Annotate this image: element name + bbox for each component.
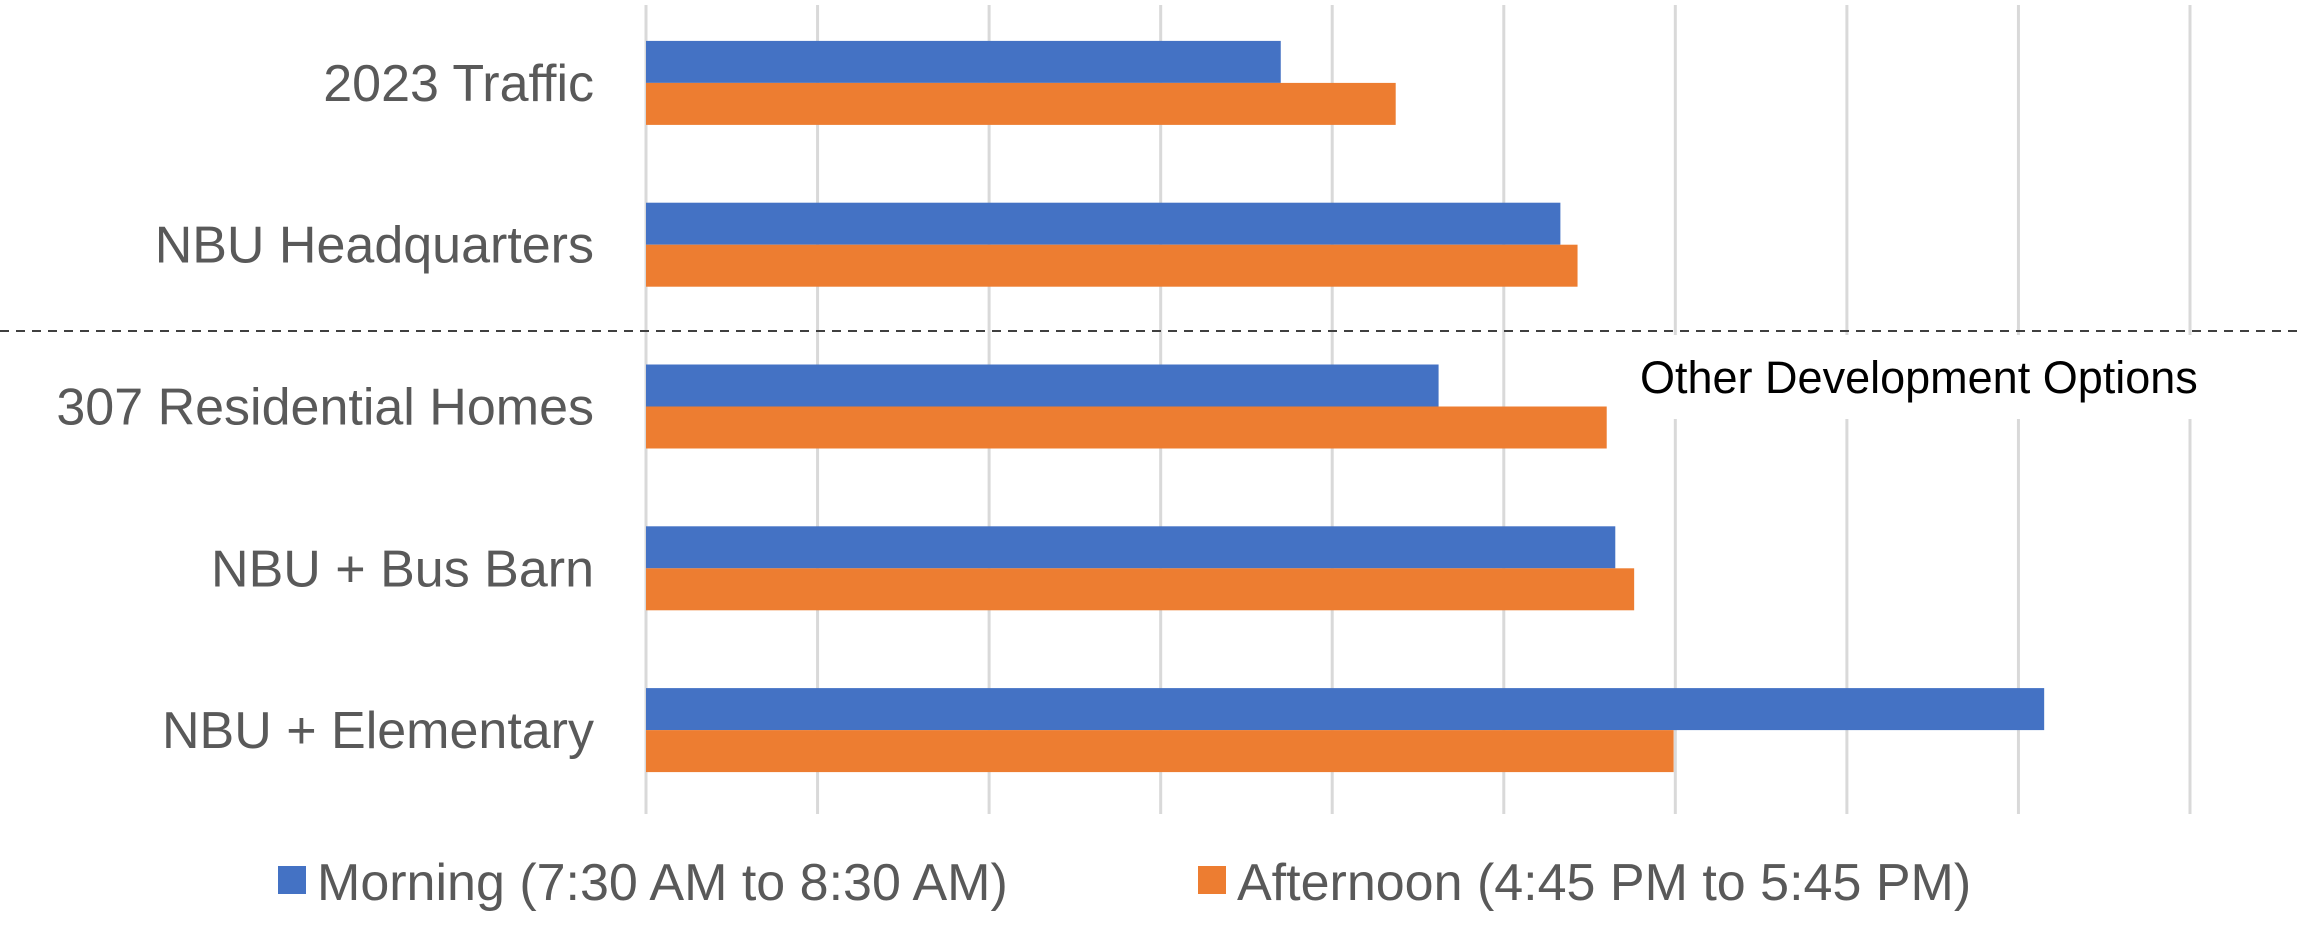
category-label: NBU Headquarters (155, 217, 594, 275)
category-label: 2023 Traffic (323, 55, 594, 113)
bar-afternoon (646, 82, 1396, 125)
bar-afternoon (646, 568, 1635, 611)
bar-morning (646, 688, 2045, 731)
category-label: NBU + Bus Barn (211, 540, 594, 598)
bar-morning (646, 364, 1439, 407)
category-label: NBU + Elementary (162, 702, 594, 760)
bar-afternoon (646, 244, 1578, 287)
category-labels: 2023 Traffic NBU Headquarters 307 Resident… (56, 55, 594, 760)
bar-morning (646, 202, 1561, 245)
legend: Morning (7:30 AM to 8:30 AM) Afternoon (4… (278, 854, 1971, 912)
legend-swatch (1198, 866, 1226, 894)
bar-afternoon (646, 730, 1674, 773)
bar-morning (646, 526, 1616, 569)
bars (646, 40, 2045, 773)
legend-entry: Afternoon (4:45 PM to 5:45 PM) (1237, 854, 1971, 912)
legend-entry: Morning (7:30 AM to 8:30 AM) (317, 854, 1008, 912)
annotation-background (1620, 335, 2258, 419)
legend-swatch (278, 866, 306, 894)
bar-afternoon (646, 406, 1607, 449)
bar-morning (646, 40, 1281, 83)
category-label: 307 Residential Homes (56, 379, 594, 437)
annotation-text: Other Development Options (1640, 352, 2198, 403)
